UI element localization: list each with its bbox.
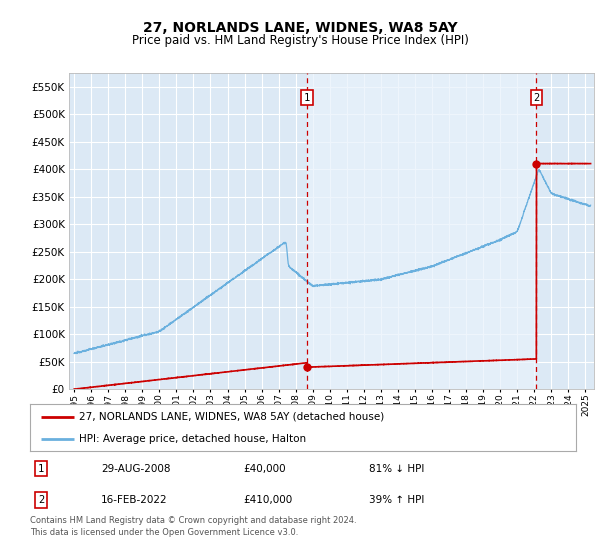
Text: 1: 1: [38, 464, 44, 474]
Text: £410,000: £410,000: [243, 495, 292, 505]
Text: 1: 1: [304, 92, 310, 102]
Text: HPI: Average price, detached house, Halton: HPI: Average price, detached house, Halt…: [79, 434, 306, 444]
Text: 27, NORLANDS LANE, WIDNES, WA8 5AY (detached house): 27, NORLANDS LANE, WIDNES, WA8 5AY (deta…: [79, 412, 385, 422]
Text: 2: 2: [533, 92, 539, 102]
Text: Price paid vs. HM Land Registry's House Price Index (HPI): Price paid vs. HM Land Registry's House …: [131, 34, 469, 46]
Text: 39% ↑ HPI: 39% ↑ HPI: [368, 495, 424, 505]
Text: Contains HM Land Registry data © Crown copyright and database right 2024.
This d: Contains HM Land Registry data © Crown c…: [30, 516, 356, 537]
Text: 27, NORLANDS LANE, WIDNES, WA8 5AY: 27, NORLANDS LANE, WIDNES, WA8 5AY: [143, 21, 457, 35]
Text: 81% ↓ HPI: 81% ↓ HPI: [368, 464, 424, 474]
Text: 29-AUG-2008: 29-AUG-2008: [101, 464, 170, 474]
Text: £40,000: £40,000: [243, 464, 286, 474]
Bar: [307, 73, 536, 389]
Text: 2: 2: [38, 495, 44, 505]
Text: 16-FEB-2022: 16-FEB-2022: [101, 495, 167, 505]
